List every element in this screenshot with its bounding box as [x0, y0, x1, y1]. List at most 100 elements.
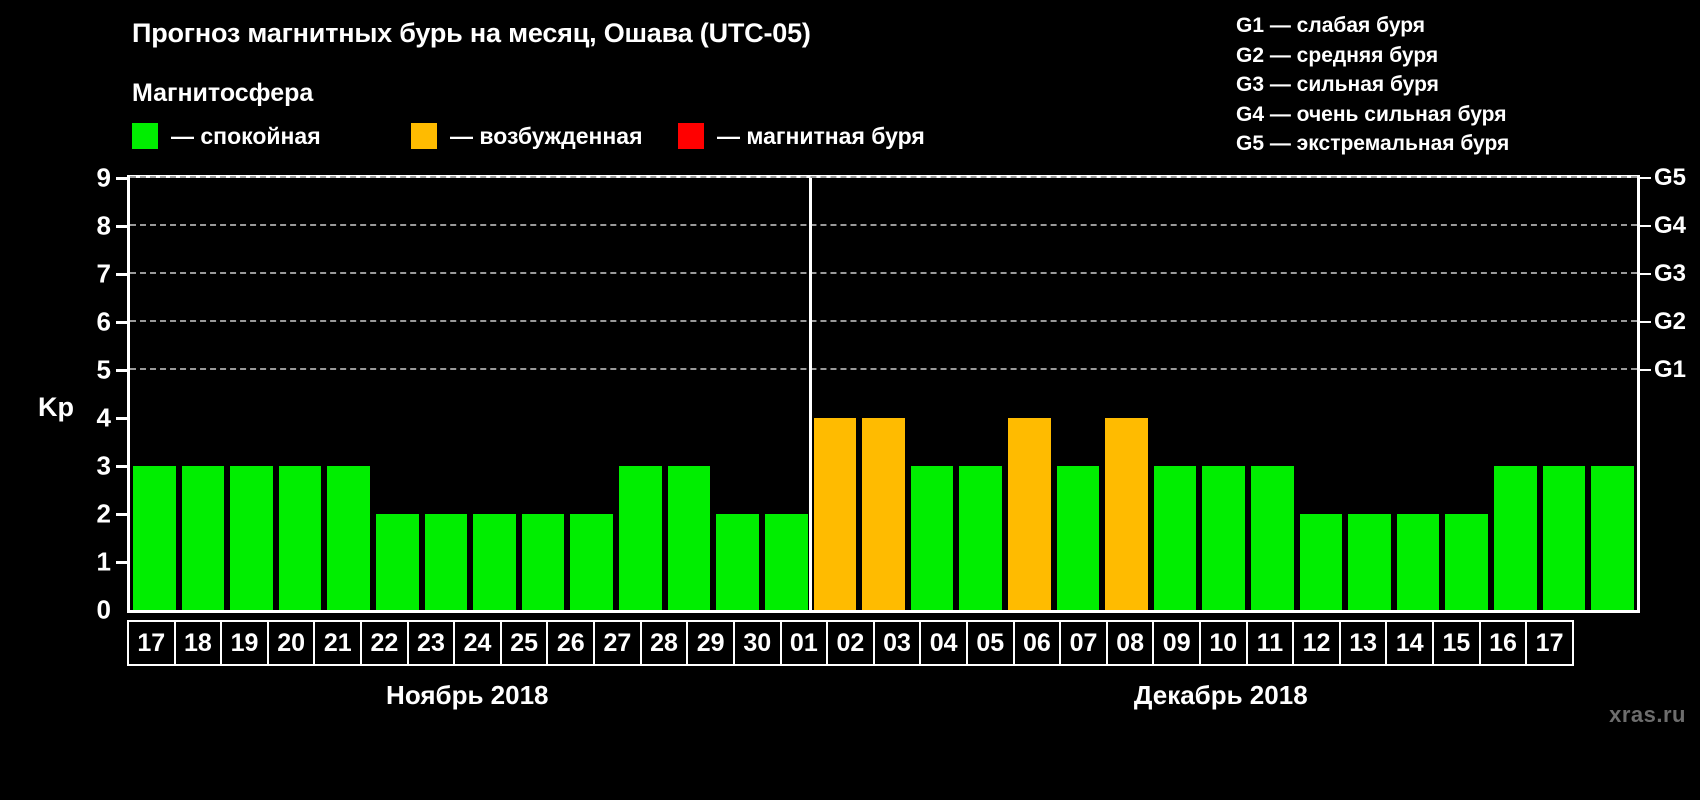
date-label-cell[interactable]: 21	[313, 620, 363, 666]
bar-cell[interactable]	[713, 178, 762, 610]
bar-11-kp-2[interactable]	[1299, 514, 1343, 610]
bar-08-kp-3[interactable]	[1153, 466, 1197, 610]
bar-30-kp-2[interactable]	[764, 514, 808, 610]
bar-06-kp-3[interactable]	[1056, 466, 1100, 610]
bar-cell[interactable]	[519, 178, 568, 610]
date-label-cell[interactable]: 20	[266, 620, 316, 666]
bar-cell[interactable]	[616, 178, 665, 610]
bar-cell[interactable]	[1297, 178, 1346, 610]
bar-13-kp-2[interactable]	[1396, 514, 1440, 610]
date-label-cell[interactable]: 26	[546, 620, 596, 666]
bar-19-kp-3[interactable]	[230, 466, 273, 610]
bar-cell[interactable]	[665, 178, 714, 610]
bar-cell[interactable]	[1540, 178, 1589, 610]
date-label-cell[interactable]: 23	[406, 620, 456, 666]
bar-cell[interactable]	[227, 178, 276, 610]
bar-28-kp-3[interactable]	[667, 466, 711, 610]
date-label-cell[interactable]: 14	[1385, 620, 1435, 666]
date-label-cell[interactable]: 17	[1525, 620, 1574, 666]
bar-cell[interactable]	[276, 178, 325, 610]
bar-29-kp-2[interactable]	[716, 514, 759, 610]
red-square-icon	[678, 123, 704, 149]
date-label-text: 30	[743, 628, 772, 657]
bar-cell[interactable]	[422, 178, 471, 610]
bar-cell[interactable]	[1102, 178, 1151, 610]
date-label-cell[interactable]: 28	[639, 620, 689, 666]
bar-cell[interactable]	[908, 178, 957, 610]
bar-18-kp-3[interactable]	[181, 466, 225, 610]
bar-03-kp-3[interactable]	[910, 466, 954, 610]
date-label-cell[interactable]: 10	[1199, 620, 1248, 666]
bar-cell[interactable]	[1394, 178, 1443, 610]
bar-cell[interactable]	[130, 178, 179, 610]
bar-cell[interactable]	[1248, 178, 1297, 610]
bar-cell[interactable]	[567, 178, 616, 610]
bar-24-kp-2[interactable]	[473, 514, 516, 610]
bar-cell[interactable]	[324, 178, 373, 610]
date-label-cell[interactable]: 09	[1152, 620, 1202, 666]
date-label-cell[interactable]: 04	[919, 620, 968, 666]
date-label-cell[interactable]: 19	[220, 620, 269, 666]
bar-cell[interactable]	[1151, 178, 1200, 610]
bar-cell[interactable]	[811, 178, 860, 610]
bar-cell[interactable]	[859, 178, 908, 610]
bar-cell[interactable]	[179, 178, 228, 610]
date-label-cell[interactable]: 05	[965, 620, 1015, 666]
date-label-cell[interactable]: 01	[779, 620, 829, 666]
bar-cell[interactable]	[1054, 178, 1103, 610]
bar-cell[interactable]	[470, 178, 519, 610]
bars-container	[130, 178, 1637, 610]
bar-cell[interactable]	[762, 178, 811, 610]
bar-14-kp-2[interactable]	[1445, 514, 1489, 610]
bar-cell[interactable]	[1199, 178, 1248, 610]
bar-cell[interactable]	[1491, 178, 1540, 610]
bar-10-kp-3[interactable]	[1251, 466, 1294, 610]
bar-25-kp-2[interactable]	[521, 514, 565, 610]
bar-12-kp-2[interactable]	[1348, 514, 1391, 610]
bar-27-kp-3[interactable]	[619, 466, 662, 610]
date-label-cell[interactable]: 25	[499, 620, 549, 666]
bar-cell[interactable]	[1005, 178, 1054, 610]
bar-07-kp-4[interactable]	[1105, 418, 1148, 610]
bar-22-kp-2[interactable]	[376, 514, 419, 610]
bar-cell[interactable]	[1345, 178, 1394, 610]
date-label-cell[interactable]: 27	[593, 620, 642, 666]
bar-16-kp-3[interactable]	[1542, 466, 1586, 610]
date-label-cell[interactable]: 08	[1105, 620, 1155, 666]
bar-cell[interactable]	[1588, 178, 1637, 610]
date-label-cell[interactable]: 16	[1478, 620, 1528, 666]
date-label-cell[interactable]: 07	[1059, 620, 1108, 666]
bar-20-kp-3[interactable]	[278, 466, 322, 610]
date-label-cell[interactable]: 12	[1292, 620, 1341, 666]
bar-17-kp-3[interactable]	[133, 466, 176, 610]
month-caption-november: Ноябрь 2018	[386, 680, 549, 710]
bar-09-kp-3[interactable]	[1202, 466, 1246, 610]
date-label-cell[interactable]: 03	[872, 620, 922, 666]
date-label-cell[interactable]: 11	[1245, 620, 1295, 666]
date-label-cell[interactable]: 06	[1012, 620, 1062, 666]
bar-cell[interactable]	[1442, 178, 1491, 610]
date-label-cell[interactable]: 29	[686, 620, 735, 666]
bar-23-kp-2[interactable]	[424, 514, 468, 610]
bar-05-kp-4[interactable]	[1007, 418, 1051, 610]
bar-04-kp-3[interactable]	[959, 466, 1002, 610]
bar-15-kp-3[interactable]	[1494, 466, 1537, 610]
date-label-cell[interactable]: 18	[173, 620, 223, 666]
bar-26-kp-2[interactable]	[570, 514, 614, 610]
g-tick-mark-g2	[1640, 321, 1651, 323]
bar-17-kp-3[interactable]	[1591, 466, 1634, 610]
bar-cell[interactable]	[956, 178, 1005, 610]
date-label-cell[interactable]: 30	[732, 620, 782, 666]
date-label-cell[interactable]: 22	[360, 620, 409, 666]
date-label-cell[interactable]: 15	[1432, 620, 1481, 666]
date-label-text: 11	[1256, 628, 1284, 657]
legend-item-label: — магнитная буря	[717, 122, 925, 149]
date-label-cell[interactable]: 13	[1338, 620, 1388, 666]
bar-02-kp-4[interactable]	[862, 418, 905, 610]
date-label-cell[interactable]: 02	[826, 620, 875, 666]
date-label-cell[interactable]: 17	[127, 620, 176, 666]
bar-21-kp-3[interactable]	[327, 466, 371, 610]
bar-01-kp-4[interactable]	[813, 418, 857, 610]
date-label-cell[interactable]: 24	[453, 620, 502, 666]
bar-cell[interactable]	[373, 178, 422, 610]
